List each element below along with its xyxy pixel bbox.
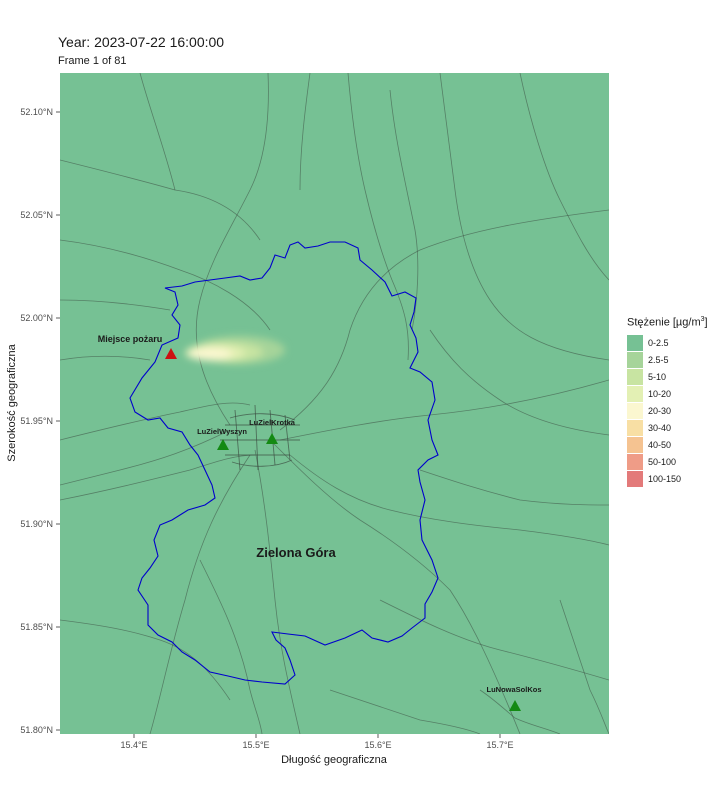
legend-swatch <box>627 386 643 403</box>
legend-swatch <box>627 454 643 471</box>
x-tick-label: 15.6°E <box>364 740 391 750</box>
y-tick-label: 52.00°N <box>20 313 53 323</box>
road <box>559 599 609 734</box>
legend-label: 0-2.5 <box>648 338 669 349</box>
city-label: Zielona Góra <box>256 545 336 560</box>
road <box>60 355 151 361</box>
road <box>299 73 311 191</box>
road <box>60 239 271 331</box>
legend-item: 40-50 <box>627 437 719 454</box>
road <box>289 454 609 546</box>
road <box>60 454 256 501</box>
y-tick-label: 51.95°N <box>20 416 53 426</box>
legend-item: 100-150 <box>627 471 719 488</box>
y-axis-title: Szerokość geograficzna <box>6 343 18 461</box>
road <box>269 439 521 734</box>
legend-swatch <box>627 437 643 454</box>
road-network <box>60 73 609 734</box>
road <box>429 329 609 436</box>
road <box>279 209 609 431</box>
station-marker <box>266 433 278 444</box>
legend-label: 5-10 <box>648 372 667 383</box>
station-marker <box>509 700 521 711</box>
y-tick-label: 51.85°N <box>20 622 53 632</box>
legend-swatch <box>627 335 643 352</box>
road <box>439 73 609 361</box>
road <box>60 299 171 311</box>
legend-label: 2.5-5 <box>648 355 669 366</box>
road <box>60 402 251 441</box>
city-boundary <box>129 241 439 685</box>
x-axis <box>133 734 501 738</box>
legend-item: 5-10 <box>627 369 719 386</box>
legend-item: 50-100 <box>627 454 719 471</box>
x-tick-label: 15.7°E <box>486 740 513 750</box>
legend-label: 10-20 <box>648 389 672 400</box>
fire-label: Miejsce pożaru <box>98 334 163 344</box>
station-marker <box>217 439 229 450</box>
legend-label: 40-50 <box>648 440 672 451</box>
x-axis-title: Długość geograficzna <box>281 754 388 766</box>
station-label: LuNowaSolKos <box>486 685 541 694</box>
legend-swatch <box>627 471 643 488</box>
road <box>149 454 251 734</box>
road <box>254 449 301 734</box>
road <box>195 73 269 426</box>
legend-swatch <box>627 352 643 369</box>
legend-item: 0-2.5 <box>627 335 719 352</box>
y-tick-label: 52.10°N <box>20 107 53 117</box>
legend-label: 100-150 <box>648 474 682 485</box>
pollution-plume <box>185 336 285 364</box>
legend-item: 10-20 <box>627 386 719 403</box>
legend-item: 2.5-5 <box>627 352 719 369</box>
road <box>379 599 609 681</box>
road <box>199 559 263 734</box>
legend: Stężenie [µg/m3] 0-2.5 2.5-5 5-10 10-20 20-3… <box>627 316 719 488</box>
y-tick-label: 51.90°N <box>20 519 53 529</box>
road <box>519 73 609 281</box>
station-label: LuZielKrotka <box>249 418 296 427</box>
plot-subtitle: Frame 1 of 81 <box>58 55 127 67</box>
legend-swatch <box>627 420 643 437</box>
road <box>419 469 609 506</box>
y-axis <box>56 111 60 731</box>
legend-item: 30-40 <box>627 420 719 437</box>
road <box>479 689 561 734</box>
legend-item: 20-30 <box>627 403 719 420</box>
road <box>347 73 409 361</box>
legend-label: 30-40 <box>648 423 672 434</box>
x-tick-label: 15.5°E <box>242 740 269 750</box>
legend-label: 20-30 <box>648 406 672 417</box>
legend-title: Stężenie [µg/m3] <box>627 316 708 329</box>
legend-swatch <box>627 369 643 386</box>
fire-marker <box>165 348 177 359</box>
road <box>60 619 231 701</box>
plot-title: Year: 2023-07-22 16:00:00 <box>58 34 225 50</box>
y-tick-label: 51.80°N <box>20 725 53 735</box>
road <box>139 73 176 191</box>
x-tick-label: 15.4°E <box>120 740 147 750</box>
y-tick-label: 52.05°N <box>20 210 53 220</box>
city-street-grid <box>220 404 300 471</box>
station-label: LuZielWyszyn <box>197 427 247 436</box>
legend-swatch <box>627 403 643 420</box>
legend-label: 50-100 <box>648 457 677 468</box>
road <box>329 689 481 734</box>
road <box>60 429 231 486</box>
